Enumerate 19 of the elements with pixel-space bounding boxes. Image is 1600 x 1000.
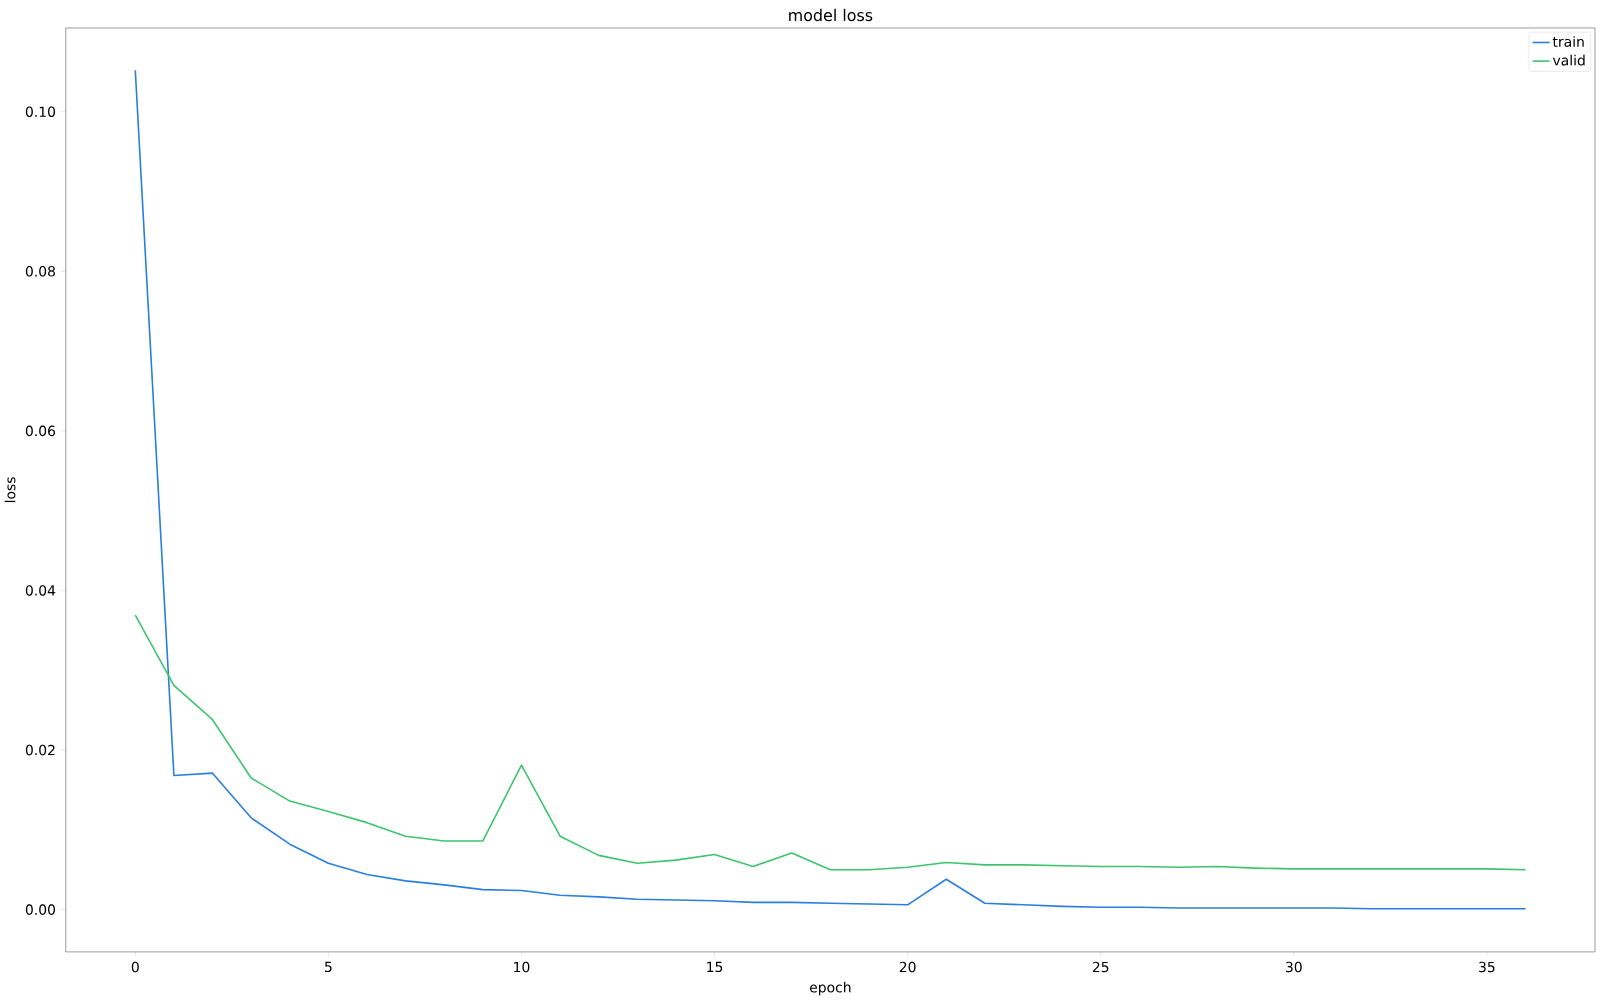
x-tick-label: 25 <box>1092 961 1109 973</box>
x-tick-label: 35 <box>1479 961 1495 973</box>
y-tick-label: 0.04 <box>25 585 56 596</box>
y-tick-label: 0.00 <box>25 904 56 915</box>
chart-title: model loss <box>789 8 873 22</box>
x-tick-label: 15 <box>707 961 723 973</box>
x-axis-title: epoch <box>809 981 851 996</box>
y-tick-label: 0.08 <box>25 266 55 277</box>
x-tick-label: 20 <box>899 961 916 973</box>
x-tick-label: 30 <box>1285 961 1302 973</box>
y-tick-label: 0.02 <box>25 744 55 756</box>
legend-label: train <box>1552 36 1584 47</box>
y-axis-title: loss <box>4 477 16 503</box>
legend-label: valid <box>1552 54 1585 66</box>
x-tick-label: 5 <box>325 961 332 973</box>
y-tick-label: 0.06 <box>25 425 56 437</box>
x-tick-label: 10 <box>514 961 530 973</box>
x-tick-label: 0 <box>131 961 139 973</box>
y-tick-label: 0.10 <box>25 106 56 118</box>
